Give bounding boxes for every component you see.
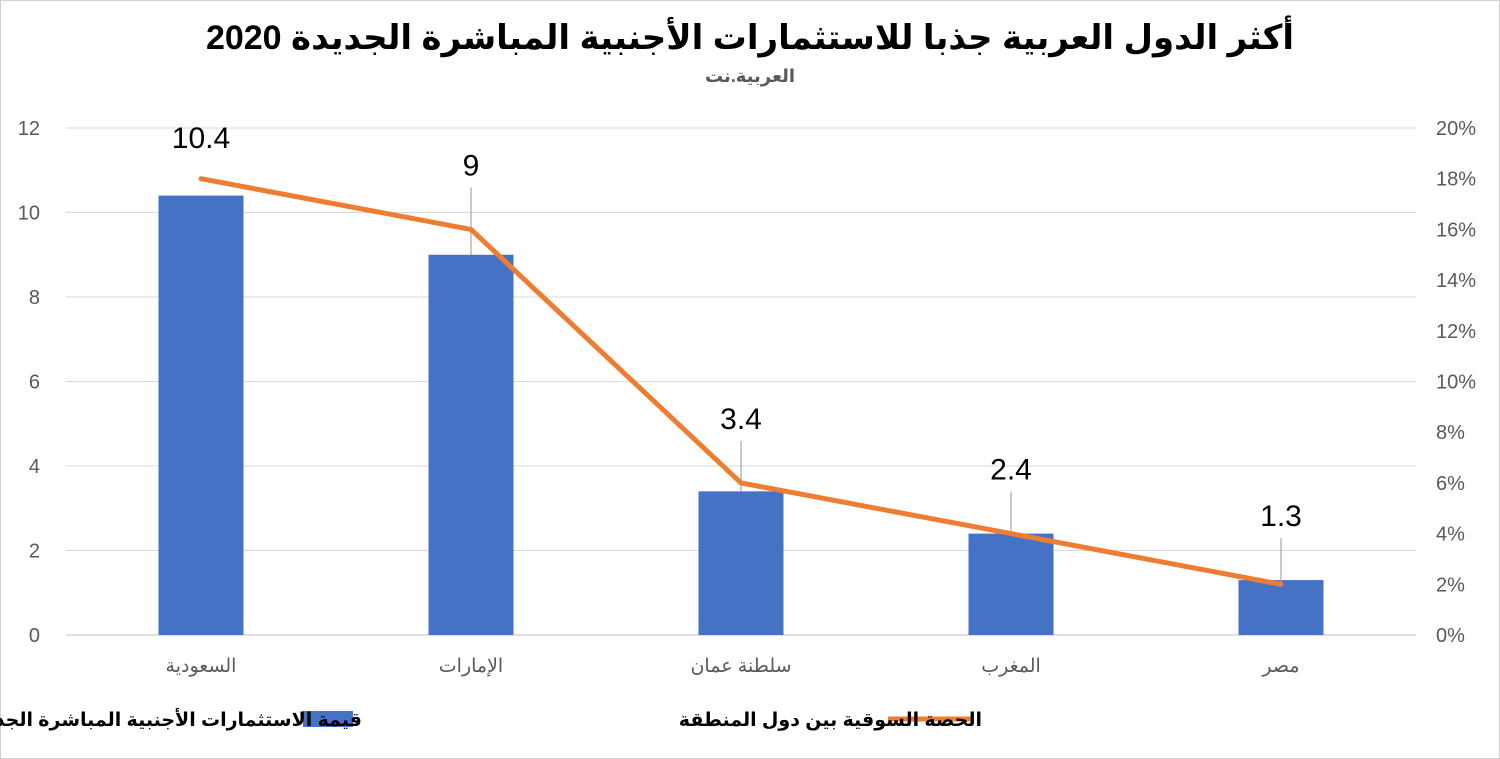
legend-line-label: الحصة السوقية بين دول المنطقة (679, 710, 982, 731)
chart-title: أكثر الدول العربية جذبا للاستثمارات الأج… (205, 19, 1295, 57)
y-left-tick-label: 2 (29, 541, 40, 563)
y-right-tick-label: 16% (1436, 219, 1476, 241)
data-label: 3.4 (720, 403, 762, 436)
bar (428, 254, 514, 635)
x-category-label: سلطنة عمان (690, 656, 791, 677)
y-left-tick-label: 8 (29, 287, 40, 309)
x-category-label: مصر (1261, 656, 1299, 677)
y-left-tick-label: 0 (29, 625, 40, 647)
y-right-tick-label: 4% (1436, 524, 1465, 546)
y-right-tick-label: 14% (1436, 270, 1476, 292)
y-right-tick-label: 20% (1436, 118, 1476, 140)
data-label: 9 (463, 149, 480, 182)
bar (968, 533, 1054, 635)
y-right-tick-label: 8% (1436, 422, 1465, 444)
x-category-label: المغرب (981, 656, 1041, 677)
x-category-label: السعودية (166, 656, 237, 677)
y-right-tick-label: 12% (1436, 321, 1476, 343)
chart-subtitle: العربية.نت (704, 66, 796, 86)
y-right-tick-label: 2% (1436, 574, 1465, 596)
bar (1238, 580, 1324, 635)
legend-bar-swatch (303, 711, 353, 727)
bar (698, 491, 784, 635)
y-left-tick-label: 4 (29, 456, 40, 478)
y-right-tick-label: 10% (1436, 372, 1476, 394)
y-left-tick-label: 10 (18, 203, 40, 225)
data-label: 2.4 (990, 454, 1032, 487)
bar (158, 195, 244, 635)
y-right-tick-label: 6% (1436, 473, 1465, 495)
y-left-tick-label: 6 (29, 372, 40, 394)
y-left-tick-label: 12 (18, 118, 40, 140)
line-series (198, 176, 1284, 587)
data-label: 1.3 (1260, 500, 1302, 533)
legend-bar-label: قيمة الاستثمارات الأجنبية المباشرة الجدي… (0, 708, 362, 731)
y-right-tick-label: 18% (1436, 169, 1476, 191)
x-category-label: الإمارات (439, 656, 503, 677)
y-right-tick-label: 0% (1436, 625, 1465, 647)
data-label: 10.4 (172, 122, 230, 155)
